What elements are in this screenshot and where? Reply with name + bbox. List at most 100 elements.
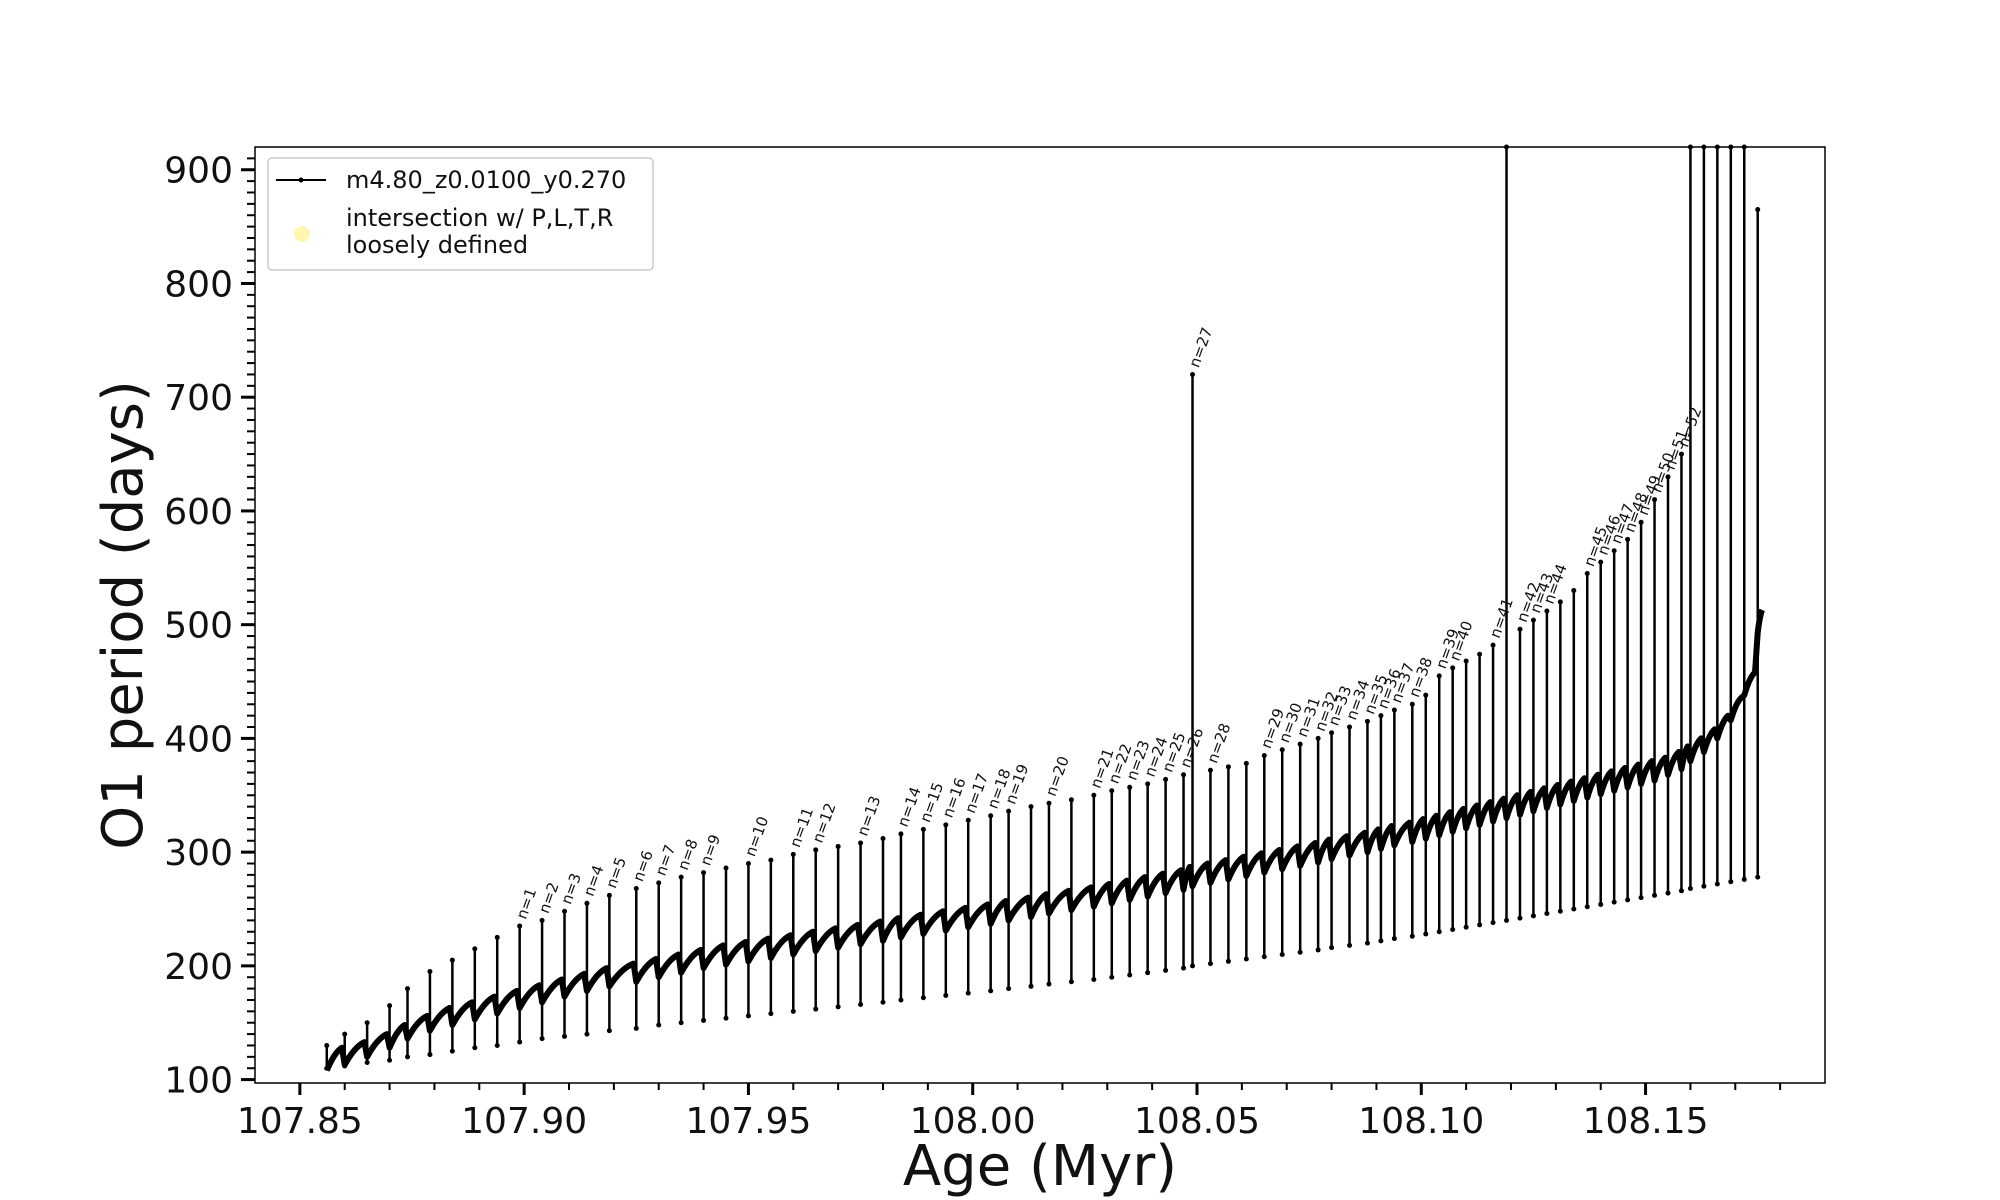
pulse-high-point [988, 813, 994, 819]
pulse-low-point [768, 1011, 774, 1017]
pulse-high-point [1329, 730, 1335, 736]
pulse-low-point [943, 992, 949, 998]
pulse-low-point [1530, 913, 1536, 919]
pulse-low-point [1068, 979, 1074, 985]
pulse-low-point [1625, 897, 1631, 903]
pulse-low-point [1181, 965, 1187, 971]
y-tick-label: 400 [164, 719, 233, 760]
legend-series-label: m4.80_z0.0100_y0.270 [346, 166, 626, 194]
pulse-high-point [364, 1020, 370, 1026]
pulse-low-point [1423, 931, 1429, 937]
pulse-high-point [1665, 474, 1671, 480]
pulse-low-point [1391, 936, 1397, 942]
pulse-low-point [790, 1008, 796, 1014]
pulse-low-point [1315, 947, 1321, 953]
y-tick-label: 600 [164, 492, 233, 533]
pulse-high-point [1091, 792, 1097, 798]
pulse-high-point [427, 969, 433, 975]
pulse-high-point [1517, 626, 1523, 632]
pulse-low-point [1557, 908, 1563, 914]
pulse-high-point [1046, 800, 1052, 806]
pulse-low-point [1409, 933, 1415, 939]
pulse-high-point [790, 851, 796, 857]
pulse-low-point [898, 997, 904, 1003]
pulse-high-point [1391, 707, 1397, 713]
pulse-high-point [606, 892, 612, 898]
pulse-high-point [1006, 808, 1012, 814]
pulse-high-point [1127, 784, 1133, 790]
pulse-low-point [745, 1013, 751, 1019]
pulse-high-point [1207, 767, 1213, 773]
x-tick-label: 108.15 [1583, 1101, 1709, 1142]
pulse-low-point [1329, 945, 1335, 951]
pulse-high-point [898, 831, 904, 837]
series-baseline-line [324, 608, 1765, 1072]
pulse-high-point [835, 843, 841, 849]
pulse-low-point [1279, 951, 1285, 957]
legend-intersection-label-line1: intersection w/ P,L,T,R [346, 204, 613, 232]
pulse-high-point [1463, 658, 1469, 664]
pulse-low-point [1571, 906, 1577, 912]
pulse-low-point [701, 1017, 707, 1023]
pulse-low-point [1145, 970, 1151, 976]
pulse-low-point [1127, 972, 1133, 978]
pulse-low-point [1584, 904, 1590, 910]
pulse-low-point [1678, 888, 1684, 894]
pulse-high-point [449, 957, 455, 963]
pulse-high-point [1364, 718, 1370, 724]
pulse-high-point [1181, 772, 1187, 778]
pulse-low-point [1378, 938, 1384, 944]
y-tick-label: 700 [164, 378, 233, 419]
pulse-low-point [858, 1002, 864, 1008]
pulse-low-point [1714, 881, 1720, 887]
pulse-high-point [920, 826, 926, 832]
pulse-high-point [1678, 451, 1684, 457]
x-tick-label: 108.00 [910, 1101, 1036, 1142]
pulse-low-point [1504, 917, 1510, 923]
pulse-high-point [324, 1042, 330, 1048]
pulse-low-point [1741, 876, 1747, 882]
pulse-high-point [1297, 741, 1303, 747]
pulse-low-point [494, 1042, 500, 1048]
pulse-low-point [723, 1015, 729, 1021]
pulse-low-point [1687, 886, 1693, 892]
pulse-high-point [584, 900, 590, 906]
pulse-low-point [427, 1052, 433, 1058]
pulse-low-point [1728, 879, 1734, 885]
pulse-low-point [1297, 949, 1303, 955]
pulse-high-point [1145, 781, 1151, 787]
pulse-low-point [1006, 986, 1012, 992]
pulse-low-point [1598, 901, 1604, 907]
pulse-low-point [988, 988, 994, 994]
pulse-high-point [1450, 665, 1456, 671]
pulse-high-point [1109, 788, 1115, 794]
y-axis-title: O1 period (days) [91, 380, 156, 850]
pulse-low-point [472, 1045, 478, 1051]
pulse-high-point [405, 986, 411, 992]
pulse-low-point [1638, 895, 1644, 901]
pulse-low-point [1190, 963, 1196, 969]
pulse-low-point [1046, 981, 1052, 987]
y-tick-label: 100 [164, 1061, 233, 1102]
pulse-low-point [1163, 967, 1169, 973]
pulse-high-point [1755, 207, 1761, 213]
pulse-high-point [1068, 797, 1074, 803]
pulse-high-point [1544, 608, 1550, 614]
pulse-high-point [656, 880, 662, 886]
pulse-low-point [1028, 983, 1034, 989]
pulse-low-point [1450, 926, 1456, 932]
pulse-low-point [1243, 956, 1249, 962]
pulse-low-point [920, 995, 926, 1001]
pulse-low-point [1261, 954, 1267, 960]
pulse-high-point [1423, 692, 1429, 698]
pulse-low-point [1091, 977, 1097, 983]
pulse-high-point [1530, 617, 1536, 623]
pulse-low-point [324, 1065, 330, 1071]
pulse-high-point [965, 817, 971, 823]
pulse-low-point [517, 1039, 523, 1045]
pulse-high-point [539, 917, 545, 923]
pulse-high-point [1347, 724, 1353, 730]
pulse-low-point [965, 990, 971, 996]
pulse-low-point [1755, 874, 1761, 880]
